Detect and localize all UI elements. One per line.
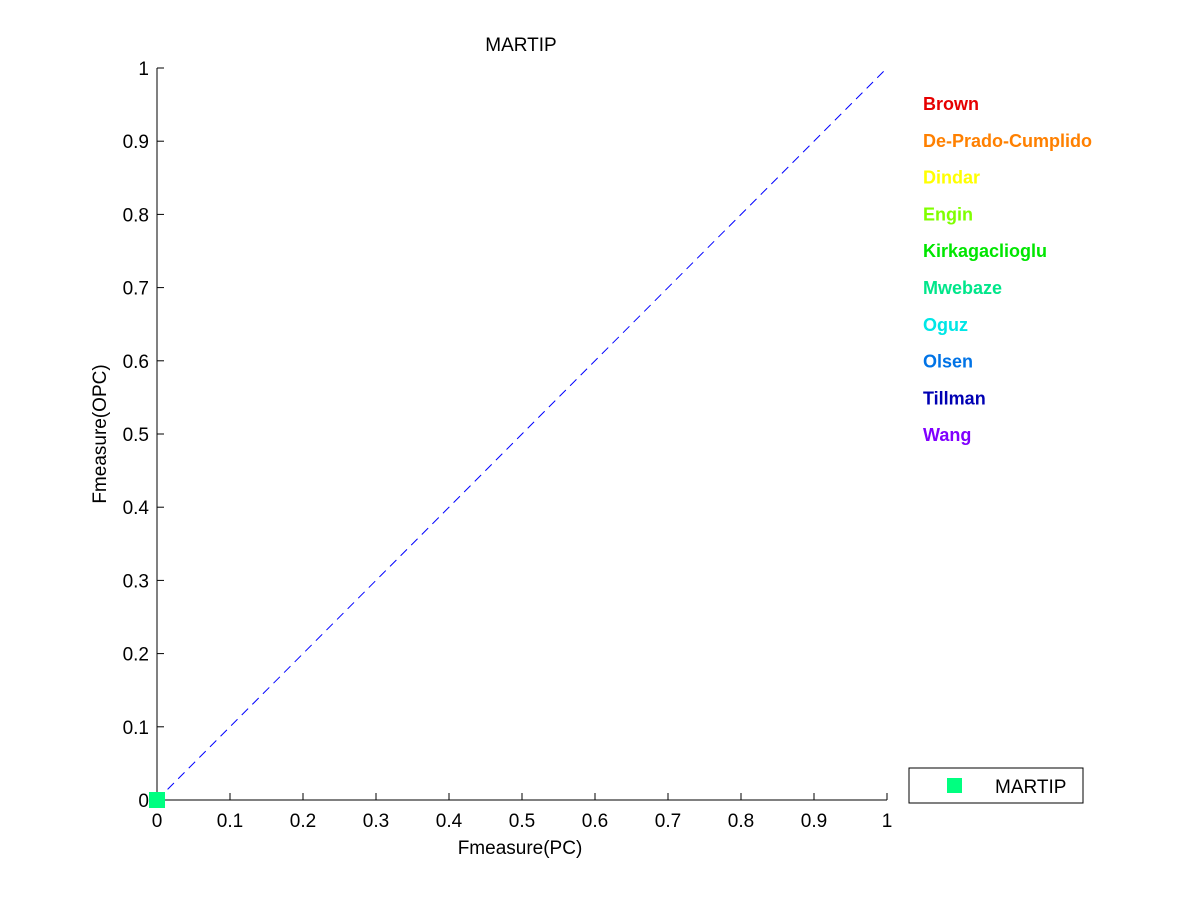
y-tick-label: 0.8 xyxy=(123,205,149,226)
x-tick-label: 0 xyxy=(152,811,163,832)
x-tick-label: 0.2 xyxy=(290,811,316,832)
diagonal-reference-line xyxy=(156,67,888,801)
legend-marker xyxy=(947,778,962,793)
name-label-brown: Brown xyxy=(923,94,979,114)
chart-title: MARTIP xyxy=(485,35,556,56)
y-tick-label: 0.4 xyxy=(123,498,150,519)
x-tick-label: 0.4 xyxy=(436,811,463,832)
data-points xyxy=(149,792,165,808)
y-tick-label: 0.2 xyxy=(123,645,149,666)
name-label-olsen: Olsen xyxy=(923,352,973,372)
y-tick-label: 0.6 xyxy=(123,352,149,373)
y-tick-label: 0.1 xyxy=(123,718,149,739)
ticks: 0 0.1 0.2 0.3 0.4 0.5 0.6 0.7 0.8 0.9 1 0 0.1 0.2 0.3 0… xyxy=(123,59,893,832)
y-tick-label: 0.7 xyxy=(123,279,149,300)
name-label-de-prado-cumplido: De-Prado-Cumplido xyxy=(923,131,1092,151)
name-label-engin: Engin xyxy=(923,204,973,224)
name-label-dindar: Dindar xyxy=(923,168,980,188)
legend-box xyxy=(908,767,1084,804)
y-tick-label: 0 xyxy=(138,791,149,812)
x-tick-label: 1 xyxy=(882,811,893,832)
name-label-oguz: Oguz xyxy=(923,315,968,335)
x-tick-label: 0.5 xyxy=(509,811,535,832)
legend: MARTIP xyxy=(908,767,1084,804)
y-tick-label: 0.3 xyxy=(123,571,149,592)
x-tick-label: 0.9 xyxy=(801,811,827,832)
x-tick-label: 0.6 xyxy=(582,811,608,832)
name-label-wang: Wang xyxy=(923,425,971,445)
name-label-mwebaze: Mwebaze xyxy=(923,278,1002,298)
x-tick-label: 0.3 xyxy=(363,811,389,832)
name-labels: Brown De-Prado-Cumplido Dindar Engin Kirkaga… xyxy=(923,94,1092,445)
x-tick-label: 0.8 xyxy=(728,811,754,832)
name-label-kirkagaclioglu: Kirkagaclioglu xyxy=(923,241,1047,261)
y-tick-label: 0.5 xyxy=(123,425,149,446)
legend-label: MARTIP xyxy=(995,777,1066,798)
y-axis-label: Fmeasure(OPC) xyxy=(90,364,111,503)
data-point-martip xyxy=(149,792,165,808)
x-axis-label: Fmeasure(PC) xyxy=(458,838,583,859)
name-label-tillman: Tillman xyxy=(923,388,986,408)
x-tick-label: 0.7 xyxy=(655,811,681,832)
y-tick-label: 0.9 xyxy=(123,132,149,153)
y-tick-label: 1 xyxy=(138,59,149,80)
x-tick-label: 0.1 xyxy=(217,811,243,832)
